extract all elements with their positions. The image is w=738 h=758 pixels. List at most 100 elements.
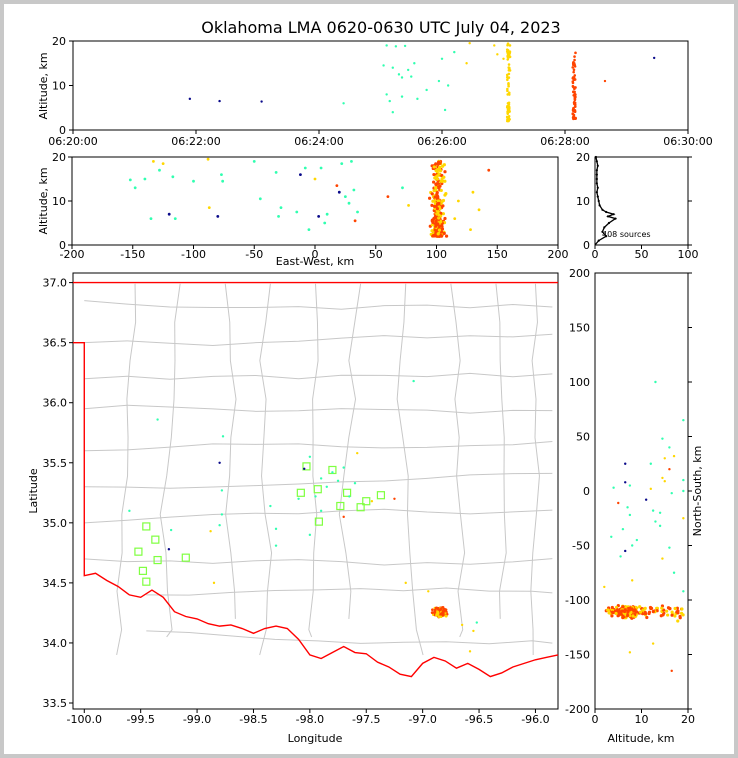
source-point [437, 228, 442, 232]
county-boundary [224, 283, 237, 619]
source-point [440, 200, 444, 204]
source-point [382, 64, 385, 67]
source-point [444, 234, 449, 238]
source-point [303, 166, 307, 170]
alt-tick-label: 10 [52, 195, 66, 208]
source-point [432, 165, 436, 169]
source-point [680, 607, 684, 611]
source-point [572, 63, 575, 67]
time-tick-label: 06:22:00 [171, 135, 220, 148]
source-point [663, 479, 666, 483]
time-tick-label: 06:26:00 [417, 135, 466, 148]
source-point [468, 42, 471, 45]
altitude-ns-xlabel: Altitude, km [607, 732, 674, 745]
ew-tick-label: 50 [369, 248, 383, 261]
source-point [438, 165, 442, 169]
alt-tick-label: 0 [583, 239, 590, 252]
county-boundary [308, 283, 319, 638]
source-point [436, 222, 440, 226]
source-point [308, 533, 312, 537]
lma-station-marker [138, 566, 148, 575]
profile-point [607, 221, 611, 225]
source-point [638, 605, 642, 609]
source-point [571, 80, 575, 83]
profile-point [598, 204, 601, 207]
source-point [477, 208, 481, 212]
source-point [437, 172, 441, 176]
profile-point [601, 208, 604, 211]
source-point [676, 619, 680, 623]
county-boundary [84, 300, 553, 310]
source-point [631, 544, 634, 547]
source-point [446, 84, 450, 87]
source-point [435, 167, 440, 172]
source-point [573, 65, 577, 68]
source-point [443, 170, 447, 174]
source-point [573, 92, 577, 96]
source-point [442, 175, 446, 179]
source-point [295, 210, 299, 214]
source-point [173, 217, 177, 221]
profile-point [597, 239, 600, 242]
source-point [439, 188, 443, 193]
source-point [212, 581, 216, 585]
profile-point [605, 210, 608, 214]
source-point [603, 79, 607, 83]
source-point [453, 50, 456, 54]
source-point [644, 498, 648, 501]
source-point [668, 468, 671, 471]
source-point [666, 613, 670, 617]
lat-tick-label: 36.0 [43, 397, 68, 410]
source-point [319, 509, 323, 513]
source-point [303, 467, 306, 470]
source-point [506, 112, 510, 116]
source-point [407, 204, 410, 207]
plan-view-panel: Latitude Longitude -100.0 -99.5 -99.0 -98.5… [27, 272, 559, 745]
source-point [443, 216, 447, 221]
source-point [216, 215, 220, 218]
source-point [607, 611, 611, 615]
source-point [319, 166, 323, 170]
source-point [274, 527, 278, 531]
source-point [167, 548, 171, 551]
source-point [207, 206, 211, 210]
source-point [668, 546, 671, 549]
source-point [406, 68, 410, 72]
time-tick-label: 06:24:00 [294, 135, 343, 148]
ew-tick-label: 200 [548, 248, 569, 261]
profile-point [605, 235, 608, 238]
profile-point [595, 177, 598, 181]
ew-tick-label: 150 [487, 248, 508, 261]
source-point [393, 497, 396, 501]
source-point [313, 177, 317, 181]
profile-point [601, 230, 604, 233]
county-map [73, 281, 559, 678]
source-point [682, 478, 685, 482]
source-point [572, 90, 575, 94]
source-point [436, 607, 440, 611]
source-point [443, 108, 447, 112]
source-point [617, 501, 620, 505]
source-point [218, 461, 221, 464]
source-point [651, 509, 655, 512]
ew-height-ylabel: Altitude, km [37, 167, 50, 234]
source-count: 408 sources [602, 230, 651, 239]
source-point [220, 173, 223, 177]
source-point [388, 99, 391, 103]
source-point [471, 190, 475, 194]
lon-tick-label: -97.0 [408, 713, 436, 726]
alt-tick-label: 0 [59, 239, 66, 252]
source-point [663, 457, 666, 460]
source-point [670, 610, 674, 614]
county-boundary [338, 283, 362, 619]
source-point [436, 612, 440, 616]
ew-tick-label: 0 [312, 248, 319, 261]
source-point [652, 56, 656, 60]
source-point [649, 462, 652, 465]
lma-station-marker [296, 488, 305, 497]
source-point [507, 119, 510, 123]
ew-tick-label: 100 [426, 248, 447, 261]
lma-station-marker [356, 503, 365, 512]
source-point [682, 418, 685, 422]
source-point [433, 610, 437, 614]
